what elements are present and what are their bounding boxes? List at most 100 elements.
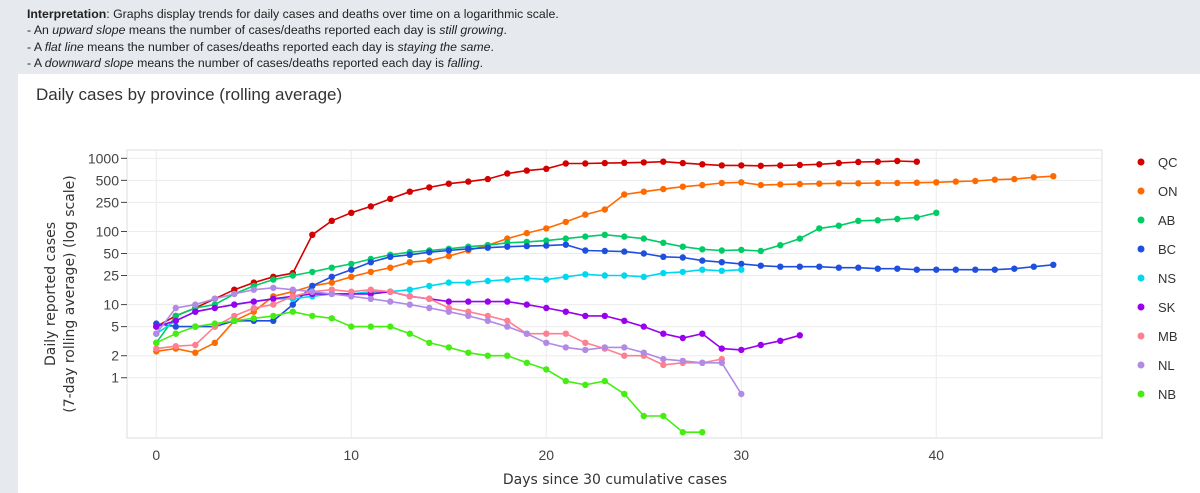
data-point xyxy=(777,242,784,249)
data-point xyxy=(309,231,316,238)
data-point xyxy=(445,252,452,260)
data-point xyxy=(952,266,959,273)
data-point xyxy=(309,268,316,276)
legend-item-ns[interactable]: NS xyxy=(1137,271,1177,286)
data-point xyxy=(445,180,452,187)
data-point xyxy=(348,323,355,330)
data-point xyxy=(835,222,842,229)
y-axis-label-line1: Daily reported cases xyxy=(43,222,59,366)
series-nl xyxy=(153,284,745,398)
data-point xyxy=(172,304,179,312)
data-point xyxy=(328,279,335,286)
data-point xyxy=(738,260,745,268)
data-point xyxy=(406,259,413,266)
data-point xyxy=(777,337,784,344)
data-point xyxy=(523,167,530,174)
data-point xyxy=(328,273,335,280)
data-point xyxy=(855,264,862,271)
data-point xyxy=(270,276,277,283)
data-point xyxy=(660,158,667,165)
data-point xyxy=(523,275,530,282)
data-point xyxy=(504,276,511,283)
data-point xyxy=(679,159,686,167)
legend-item-on[interactable]: ON xyxy=(1137,184,1178,199)
legend-item-qc[interactable]: QC xyxy=(1137,155,1178,170)
data-point xyxy=(484,317,491,324)
plot-frame xyxy=(126,149,1103,439)
data-point xyxy=(582,247,589,254)
data-point xyxy=(543,304,550,312)
y-tick-label: 1 xyxy=(111,370,119,386)
data-point xyxy=(504,352,511,359)
data-point xyxy=(406,286,413,293)
data-point xyxy=(348,209,355,216)
legend-item-nb[interactable]: NB xyxy=(1137,387,1177,402)
data-point xyxy=(172,312,179,320)
data-point xyxy=(913,179,920,186)
data-point xyxy=(796,263,803,270)
data-point xyxy=(367,323,374,330)
data-point xyxy=(660,330,667,337)
data-point xyxy=(601,272,608,279)
legend-item-sk[interactable]: SK xyxy=(1137,300,1176,315)
data-point xyxy=(972,177,979,185)
data-point xyxy=(972,266,979,273)
data-point xyxy=(1030,263,1038,270)
data-point xyxy=(543,165,550,172)
data-point xyxy=(855,158,862,166)
data-point xyxy=(640,273,647,280)
data-point xyxy=(640,188,647,195)
legend-item-bc[interactable]: BC xyxy=(1137,242,1177,257)
data-point xyxy=(250,304,257,312)
down-prefix: - A xyxy=(27,56,45,70)
data-point xyxy=(543,237,550,244)
data-point xyxy=(913,158,920,165)
legend-marker xyxy=(1137,245,1145,253)
legend-item-ab[interactable]: AB xyxy=(1137,213,1176,228)
data-point xyxy=(582,346,589,354)
series-line-sk xyxy=(156,290,801,351)
data-point xyxy=(192,308,199,315)
data-point xyxy=(348,288,355,295)
data-point xyxy=(153,323,160,330)
data-point xyxy=(738,162,745,169)
data-point xyxy=(406,251,413,258)
data-point xyxy=(621,248,628,255)
data-point xyxy=(387,298,394,305)
data-point xyxy=(562,344,569,351)
data-point xyxy=(231,290,238,298)
legend-label: AB xyxy=(1158,213,1175,228)
data-point xyxy=(640,323,647,330)
down-mid: means the number of cases/deaths reporte… xyxy=(133,56,448,70)
data-point xyxy=(465,279,472,286)
data-point xyxy=(484,277,491,285)
legend-label: MB xyxy=(1158,329,1178,344)
data-point xyxy=(738,266,745,273)
data-point xyxy=(270,295,277,302)
y-tick-label: 50 xyxy=(103,245,119,261)
data-point xyxy=(406,293,413,300)
data-point xyxy=(874,217,881,224)
data-point xyxy=(387,323,394,330)
data-point xyxy=(640,159,647,166)
data-point xyxy=(523,359,530,366)
data-point xyxy=(679,429,686,436)
data-point xyxy=(718,247,725,254)
data-point xyxy=(855,180,862,187)
data-point xyxy=(367,295,374,302)
data-point xyxy=(270,284,277,291)
legend-label: NB xyxy=(1158,387,1176,402)
legend-item-mb[interactable]: MB xyxy=(1137,329,1178,344)
data-point xyxy=(387,288,394,295)
interpretation-downward: - A downward slope means the number of c… xyxy=(27,56,483,70)
legend[interactable]: QC ON AB BC NS SK MB NL NB xyxy=(1137,155,1178,402)
data-point xyxy=(816,180,823,187)
data-point xyxy=(211,320,218,327)
data-point xyxy=(426,184,433,191)
data-point xyxy=(660,239,667,246)
data-point xyxy=(835,264,842,271)
legend-item-nl[interactable]: NL xyxy=(1137,358,1175,373)
data-point xyxy=(621,233,628,240)
data-point xyxy=(582,233,589,240)
